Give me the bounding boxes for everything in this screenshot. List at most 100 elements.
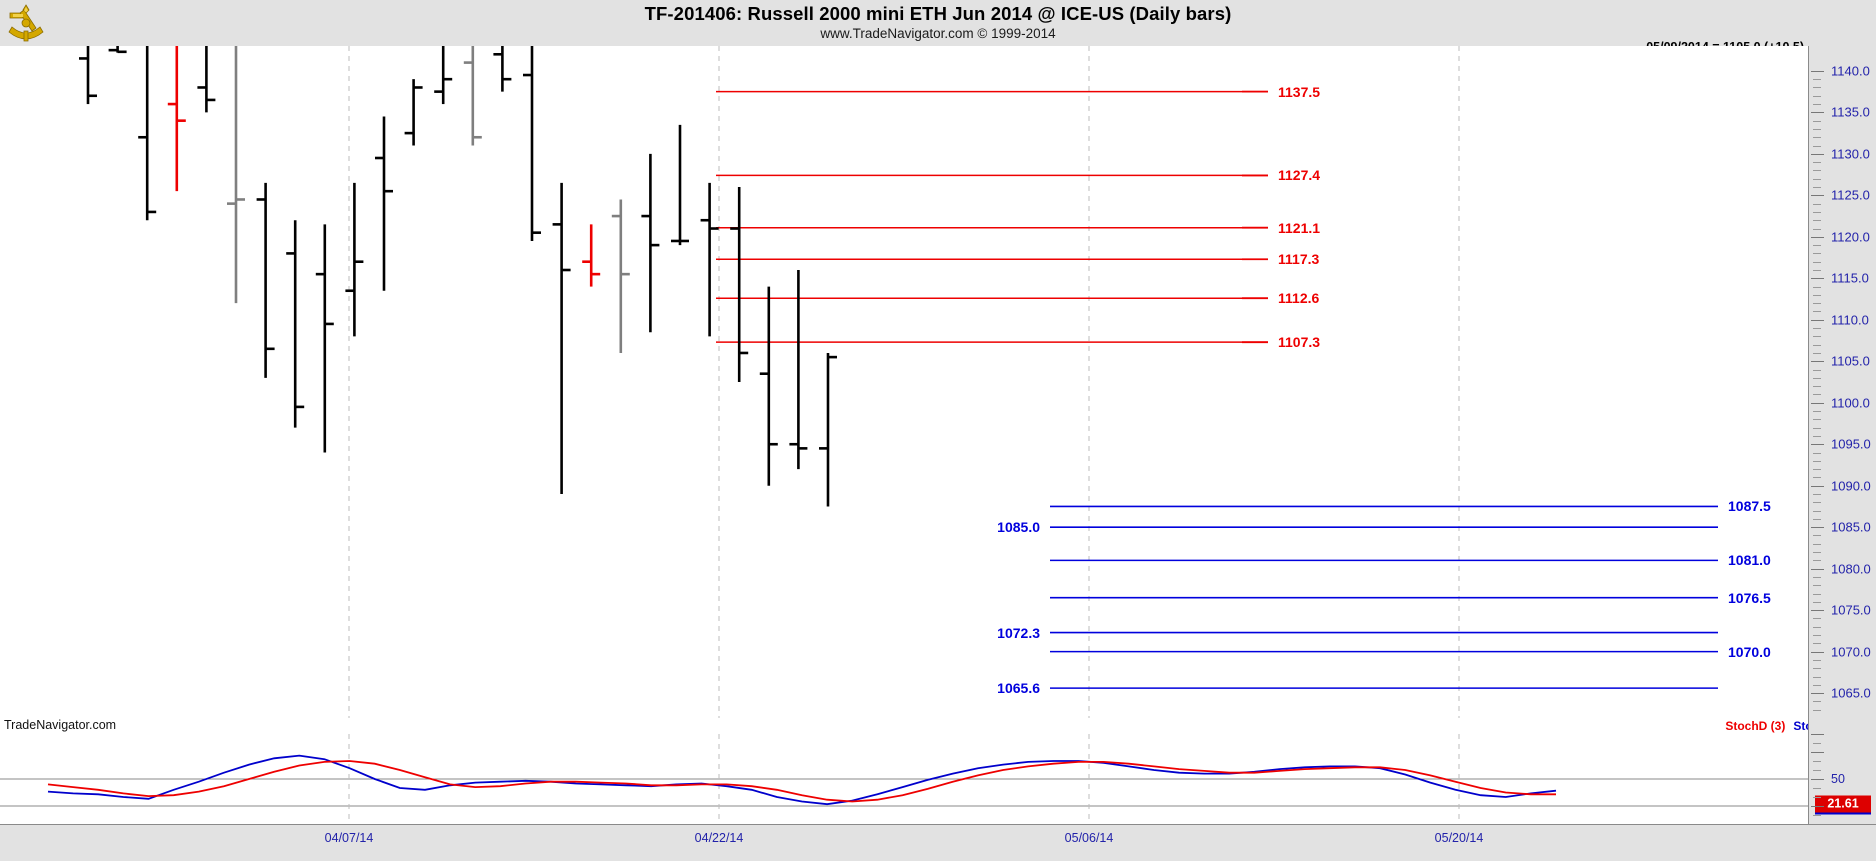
price-axis-label: 1125.0 [1831, 187, 1870, 203]
resistance-level-label: 1112.6 [1278, 290, 1320, 307]
chart-header: TF-201406: Russell 2000 mini ETH Jun 201… [0, 0, 1876, 46]
axis-minor-tick [1813, 643, 1821, 645]
resistance-level-label: 1137.5 [1278, 83, 1321, 100]
axis-minor-tick [1813, 543, 1821, 545]
axis-tick [1811, 734, 1824, 735]
stochastic-pane[interactable] [0, 734, 1808, 824]
ohlc-bar [582, 224, 601, 287]
axis-minor-tick [1813, 494, 1821, 495]
axis-minor-tick [1813, 95, 1821, 97]
price-axis-label: 1100.0 [1831, 395, 1870, 411]
axis-minor-tick [1813, 394, 1821, 396]
watermark-text: TradeNavigator.com [4, 718, 117, 732]
ohlc-bar [493, 46, 512, 92]
stoch-series-line [47, 754, 1557, 806]
axis-minor-tick [1813, 560, 1821, 562]
indicator-header [0, 718, 1808, 735]
axis-minor-tick [1813, 770, 1821, 771]
date-axis-label: 04/22/14 [694, 831, 744, 845]
resistance-level-label: 1117.3 [1278, 251, 1320, 268]
ohlc-bar [463, 46, 482, 146]
axis-minor-tick [1813, 352, 1821, 354]
axis-minor-tick [1813, 79, 1821, 81]
axis-minor-tick [1813, 187, 1821, 189]
axis-minor-tick [1813, 709, 1821, 711]
axis-tick [1811, 806, 1824, 807]
axis-tick [1811, 278, 1824, 280]
axis-minor-tick [1813, 502, 1821, 504]
axis-minor-tick [1813, 626, 1821, 628]
price-axis-label: 1085.0 [1831, 519, 1871, 535]
axis-minor-tick [1813, 684, 1821, 686]
price-axis-label: 1140.0 [1831, 63, 1870, 79]
axis-minor-tick [1813, 303, 1821, 305]
ohlc-bar [552, 182, 571, 494]
stoch-current-value-badge: 21.61 [1815, 795, 1871, 815]
ohlc-bar [434, 46, 453, 105]
ohlc-bar [759, 286, 778, 486]
stochastic-canvas [0, 734, 1808, 824]
axis-minor-tick [1813, 270, 1821, 271]
axis-minor-tick [1813, 203, 1821, 205]
price-axis-label: 1115.0 [1831, 270, 1869, 286]
price-axis-label: 1075.0 [1831, 602, 1871, 618]
price-axis-label: 1130.0 [1831, 146, 1870, 162]
stochastic-axis[interactable]: 50 21.61 [1808, 718, 1876, 825]
axis-minor-tick [1813, 344, 1821, 346]
axis-tick [1811, 444, 1824, 446]
support-level-label: 1070.0 [1728, 643, 1771, 660]
date-axis[interactable]: 04/07/14 04/22/14 05/06/14 05/20/14 [0, 824, 1876, 861]
axis-minor-tick [1813, 162, 1821, 164]
axis-minor-tick [1813, 701, 1821, 703]
ohlc-bar [789, 270, 808, 470]
axis-tick [1811, 153, 1824, 155]
axis-minor-tick [1813, 452, 1821, 454]
ohlc-bar [671, 124, 689, 246]
axis-minor-tick [1813, 585, 1821, 587]
axis-minor-tick [1813, 593, 1821, 595]
axis-minor-tick [1813, 211, 1821, 213]
ohlc-bar [79, 46, 97, 105]
price-axis-label: 1090.0 [1831, 478, 1871, 494]
support-level-label: 1081.0 [1728, 552, 1771, 569]
axis-minor-tick [1813, 245, 1821, 247]
axis-minor-tick [1813, 635, 1821, 637]
support-level-label: 1085.0 [997, 519, 1040, 536]
ohlc-bar [108, 46, 127, 54]
price-axis[interactable]: 1140.0 1135.0 1130.0 1125.0 1120.0 1115.0 1110… [1808, 46, 1876, 718]
stoch-series-line [47, 760, 1556, 803]
axis-tick [1811, 112, 1824, 114]
price-axis-label: 1065.0 [1831, 685, 1871, 701]
support-level-label: 1076.5 [1728, 589, 1771, 606]
axis-minor-tick [1813, 761, 1821, 762]
axis-tick [1811, 70, 1824, 72]
axis-minor-tick [1813, 460, 1821, 462]
header-subtitle: www.TradeNavigator.com © 1999-2014 [820, 26, 1056, 41]
price-chart-pane[interactable] [0, 46, 1808, 719]
ohlc-bar [167, 46, 186, 192]
axis-tick [1811, 693, 1824, 695]
ohlc-bar [641, 153, 660, 333]
price-axis-label: 1110.0 [1831, 312, 1869, 328]
axis-minor-tick [1813, 743, 1821, 744]
axis-tick [1811, 402, 1824, 404]
axis-minor-tick [1813, 788, 1821, 789]
axis-minor-tick [1813, 435, 1821, 437]
axis-minor-tick [1813, 427, 1821, 429]
axis-tick [1811, 236, 1824, 238]
price-axis-label: 1080.0 [1831, 561, 1871, 577]
axis-minor-tick [1813, 518, 1821, 520]
axis-minor-tick [1813, 220, 1821, 222]
axis-minor-tick [1813, 618, 1821, 620]
ohlc-bar [700, 182, 719, 337]
axis-minor-tick [1813, 294, 1821, 296]
axis-minor-tick [1813, 261, 1821, 263]
price-axis-label: 1135.0 [1831, 104, 1870, 120]
axis-minor-tick [1813, 386, 1821, 388]
axis-tick [1811, 610, 1824, 612]
ohlc-bar [375, 116, 393, 291]
axis-minor-tick [1813, 411, 1821, 413]
axis-minor-tick [1813, 120, 1821, 122]
axis-minor-tick [1813, 535, 1821, 537]
